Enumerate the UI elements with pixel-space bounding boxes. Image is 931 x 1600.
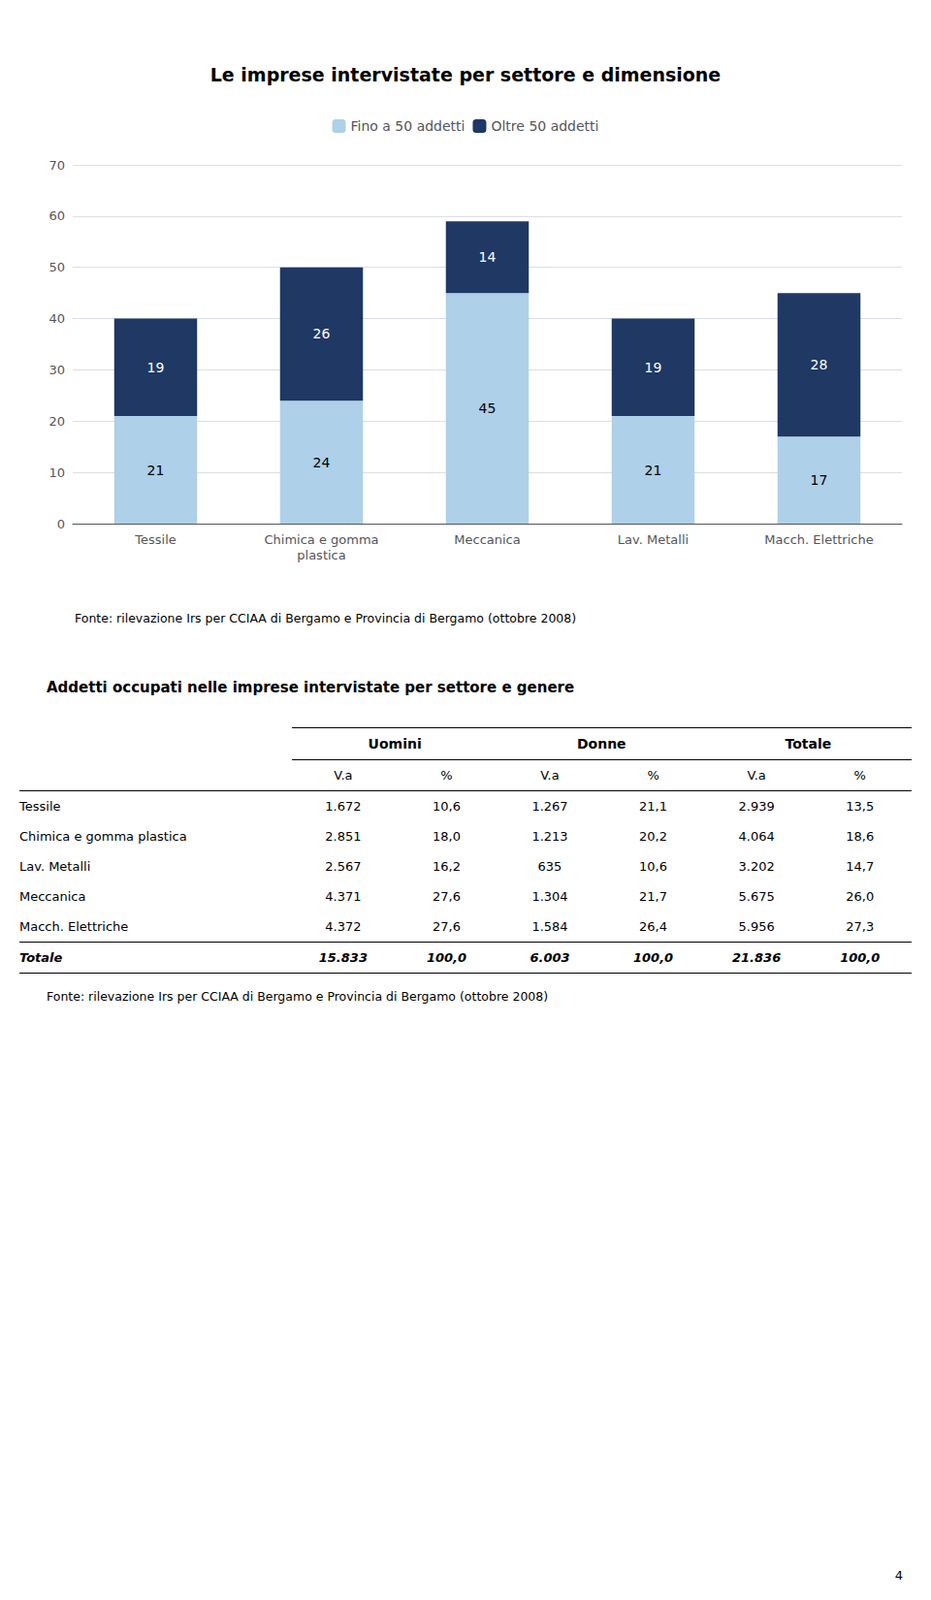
- html-text:Uomini: Uomini: [368, 736, 422, 752]
- html-text:Fonte: rilevazione Irs per CCI: Fonte: rilevazione Irs per CCIAA di Berg…: [46, 989, 549, 1004]
- html-text:635: 635: [537, 859, 562, 874]
- html-text:20,2: 20,2: [639, 829, 668, 844]
- html-text:27,6: 27,6: [432, 889, 461, 904]
- html-text:5.675: 5.675: [738, 889, 775, 904]
- svg-text:17: 17: [810, 472, 829, 488]
- html-text:4.372: 4.372: [325, 919, 362, 934]
- svg-text:Meccanica: Meccanica: [453, 532, 520, 547]
- html-text:Donne: Donne: [576, 736, 627, 752]
- html-text:1.267: 1.267: [531, 799, 568, 814]
- svg-text:Lav. Metalli: Lav. Metalli: [617, 532, 689, 547]
- html-text:4.371: 4.371: [325, 889, 362, 904]
- html-text:1.213: 1.213: [531, 829, 568, 844]
- svg-text:10: 10: [48, 465, 65, 481]
- html-text:13,5: 13,5: [845, 799, 874, 814]
- svg-text:Le imprese intervistate per se: Le imprese intervistate per settore e di…: [210, 64, 722, 86]
- html-text:27,3: 27,3: [845, 919, 874, 934]
- html-text:1.672: 1.672: [325, 799, 362, 814]
- html-text:V.a: V.a: [333, 768, 353, 783]
- html-text:18,6: 18,6: [845, 829, 874, 844]
- html-text:Chimica e gomma plastica: Chimica e gomma plastica: [19, 829, 187, 844]
- html-text:6.003: 6.003: [529, 950, 570, 965]
- svg-text:45: 45: [479, 400, 497, 417]
- svg-text:21: 21: [147, 462, 165, 479]
- html-text:2.851: 2.851: [325, 829, 362, 844]
- html-text:10,6: 10,6: [639, 859, 668, 874]
- html-text:3.202: 3.202: [738, 859, 775, 874]
- svg-text:60: 60: [48, 208, 65, 224]
- html-text:4.064: 4.064: [738, 829, 775, 844]
- html-text:5.956: 5.956: [738, 919, 775, 934]
- html-text:26,0: 26,0: [845, 889, 874, 904]
- html-text:18,0: 18,0: [432, 829, 461, 844]
- svg-text:19: 19: [644, 359, 663, 376]
- html-text:100,0: 100,0: [426, 950, 467, 965]
- html-text:Totale: Totale: [785, 736, 832, 752]
- html-text:Fonte: rilevazione Irs per CCI: Fonte: rilevazione Irs per CCIAA di Berg…: [74, 610, 577, 626]
- html-text:4: 4: [894, 1568, 903, 1583]
- html-text:100,0: 100,0: [839, 950, 880, 965]
- svg-text:21: 21: [644, 462, 663, 479]
- html-text:21,7: 21,7: [639, 889, 668, 904]
- svg-text:26: 26: [313, 325, 331, 342]
- svg-text:plastica: plastica: [296, 547, 346, 563]
- html-text:Lav. Metalli: Lav. Metalli: [19, 859, 91, 874]
- html-text:21,1: 21,1: [639, 799, 668, 814]
- html-text:V.a: V.a: [540, 768, 560, 783]
- html-text:26,4: 26,4: [639, 919, 668, 934]
- html-text:Meccanica: Meccanica: [19, 889, 86, 904]
- html-text:27,6: 27,6: [432, 919, 461, 934]
- svg-text:19: 19: [147, 359, 165, 376]
- html-text:14,7: 14,7: [845, 859, 874, 874]
- svg-text:40: 40: [48, 311, 65, 326]
- html-text:1.304: 1.304: [531, 889, 568, 904]
- html-text:1.584: 1.584: [531, 919, 568, 934]
- html-text:Totale: Totale: [19, 950, 63, 965]
- html-text:100,0: 100,0: [633, 950, 674, 965]
- svg-text:70: 70: [48, 158, 65, 173]
- svg-text:50: 50: [48, 259, 65, 275]
- svg-text:30: 30: [48, 362, 65, 378]
- html-text:Tessile: Tessile: [19, 799, 61, 814]
- html-text:16,2: 16,2: [432, 859, 461, 874]
- html-text:15.833: 15.833: [318, 950, 368, 965]
- html-text:2.939: 2.939: [738, 799, 775, 814]
- html-text:21.836: 21.836: [732, 950, 781, 965]
- svg-text:Tessile: Tessile: [133, 532, 177, 547]
- svg-text:Macch. Elettriche: Macch. Elettriche: [764, 532, 873, 547]
- svg-text:28: 28: [810, 356, 829, 373]
- html-text:10,6: 10,6: [432, 799, 461, 814]
- html-text:Macch. Elettriche: Macch. Elettriche: [19, 919, 129, 934]
- svg-text:Chimica e gomma: Chimica e gomma: [263, 532, 379, 547]
- html-text:2.567: 2.567: [325, 859, 362, 874]
- svg-text:14: 14: [479, 249, 497, 265]
- svg-text:20: 20: [48, 414, 65, 429]
- svg-text:24: 24: [313, 454, 331, 471]
- svg-text:Fino a 50 addetti: Fino a 50 addetti: [351, 118, 466, 134]
- html-text:V.a: V.a: [747, 768, 766, 783]
- html-text:Addetti occupati nelle imprese: Addetti occupati nelle imprese intervist…: [46, 678, 575, 697]
- svg-text:Oltre 50 addetti: Oltre 50 addetti: [490, 118, 599, 134]
- svg-text:0: 0: [57, 516, 65, 532]
